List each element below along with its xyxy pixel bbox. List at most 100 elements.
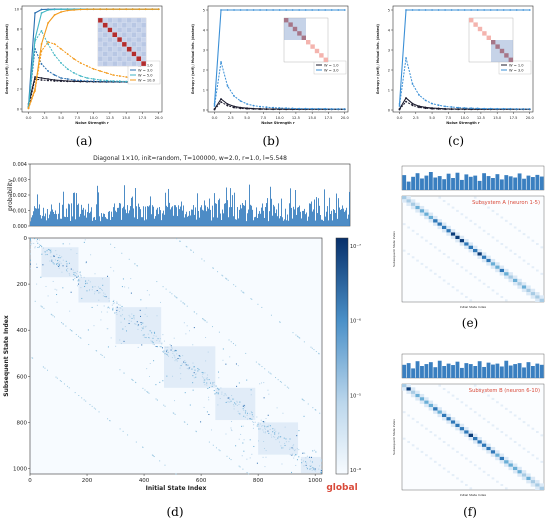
- heatmap-cell: [281, 447, 283, 449]
- probability-bar: [306, 212, 307, 226]
- heatmap-cell: [478, 199, 481, 202]
- heatmap-cell: [60, 380, 62, 382]
- heatmap-cell: [407, 226, 410, 229]
- heatmap-cell: [487, 421, 490, 424]
- heatmap-cell: [238, 412, 240, 414]
- heatmap-cell: [527, 450, 530, 453]
- heatmap-cell: [437, 413, 442, 418]
- heatmap-cell: [496, 213, 499, 216]
- probability-bar: [186, 211, 187, 226]
- probability-bar: [191, 209, 192, 226]
- heatmap-cell: [274, 436, 276, 438]
- probability-bar: [433, 177, 438, 190]
- y-tick-label: 800: [17, 420, 28, 426]
- heatmap-cell: [264, 432, 266, 434]
- heatmap-cell: [240, 433, 242, 435]
- probability-bar: [68, 203, 69, 226]
- heatmap-cell: [477, 255, 482, 259]
- heatmap-cell: [85, 262, 87, 264]
- heatmap-cell: [402, 249, 406, 252]
- heatmap-cell: [30, 240, 32, 242]
- probability-bar: [69, 204, 70, 226]
- heatmap-cell: [218, 449, 220, 451]
- heatmap-cell: [277, 433, 279, 435]
- probability-bar: [154, 218, 155, 226]
- heatmap-cell: [263, 440, 265, 442]
- probability-bar: [109, 211, 110, 226]
- heatmap-cell: [40, 244, 42, 246]
- inset-cell: [126, 41, 132, 47]
- probability-bar: [65, 217, 66, 226]
- heatmap-cell: [262, 425, 264, 427]
- heatmap-cell: [496, 292, 499, 295]
- mutual-info-point: [79, 62, 82, 64]
- heatmap-cell: [481, 255, 487, 259]
- mutual-info-point: [437, 108, 440, 110]
- heatmap-cell: [310, 460, 312, 462]
- probability-bar: [119, 202, 120, 226]
- heatmap-cell: [298, 430, 300, 432]
- heatmap-cell: [490, 258, 496, 263]
- probability-bar: [41, 218, 42, 226]
- probability-bar: [152, 205, 153, 226]
- entropy-point: [60, 11, 62, 13]
- heatmap-cell: [540, 246, 544, 249]
- inset-cell: [121, 56, 127, 62]
- y-tick-label: 2: [203, 68, 205, 72]
- heatmap-cell: [257, 423, 259, 425]
- colorbar: [335, 237, 349, 475]
- heatmap-cell: [160, 346, 162, 348]
- heatmap-cell: [517, 285, 522, 289]
- heatmap-cell: [231, 421, 233, 423]
- heatmap-cell: [451, 259, 455, 262]
- heatmap-cell: [196, 313, 198, 315]
- heatmap-cell: [437, 225, 442, 230]
- heatmap-cell: [264, 447, 266, 449]
- heatmap-cell: [33, 242, 35, 244]
- heatmap-cell: [274, 433, 276, 435]
- heatmap-cell: [512, 463, 518, 467]
- heatmap-cell: [222, 348, 224, 350]
- heatmap-cell: [119, 339, 121, 341]
- heatmap-cell: [119, 307, 121, 309]
- probability-bar: [80, 213, 81, 226]
- heatmap-cell: [122, 430, 124, 432]
- heatmap-cell: [517, 470, 522, 474]
- heatmap-cell: [167, 346, 169, 348]
- heatmap-cell: [116, 309, 118, 311]
- probability-bar: [464, 363, 469, 378]
- probability-bar: [290, 188, 291, 226]
- heatmap-cell: [91, 405, 93, 407]
- probability-bar: [266, 203, 267, 226]
- probability-bar: [71, 203, 72, 226]
- heatmap-cell: [460, 454, 464, 457]
- heatmap-cell: [87, 329, 89, 331]
- heatmap-cell: [149, 363, 151, 365]
- heatmap-cell: [205, 337, 207, 339]
- mutual-info-point: [79, 75, 82, 77]
- probability-bar: [269, 211, 270, 226]
- heatmap-cell: [201, 258, 203, 260]
- heatmap-cell: [469, 272, 473, 275]
- heatmap-cell: [244, 412, 246, 414]
- heatmap-cell: [468, 430, 473, 434]
- heatmap-cell: [473, 440, 478, 444]
- probability-bar: [433, 367, 438, 378]
- heatmap-cell: [478, 226, 481, 229]
- mutual-info-point: [424, 99, 427, 102]
- probability-bar: [309, 203, 310, 226]
- heatmap-cell: [473, 411, 477, 414]
- x-tick-label: 2.5: [42, 116, 48, 120]
- probability-bar: [194, 214, 195, 226]
- probability-bar: [70, 220, 71, 226]
- heatmap-cell: [459, 427, 465, 431]
- inset-cell: [126, 56, 132, 62]
- probability-bar: [270, 186, 271, 226]
- heatmap-cell: [143, 326, 145, 328]
- inset-cell: [102, 37, 108, 43]
- heatmap-cell: [508, 466, 513, 471]
- probability-bar: [120, 203, 121, 226]
- probability-bar: [138, 203, 139, 226]
- heatmap-cell: [94, 273, 96, 275]
- heatmap-cell: [119, 304, 121, 306]
